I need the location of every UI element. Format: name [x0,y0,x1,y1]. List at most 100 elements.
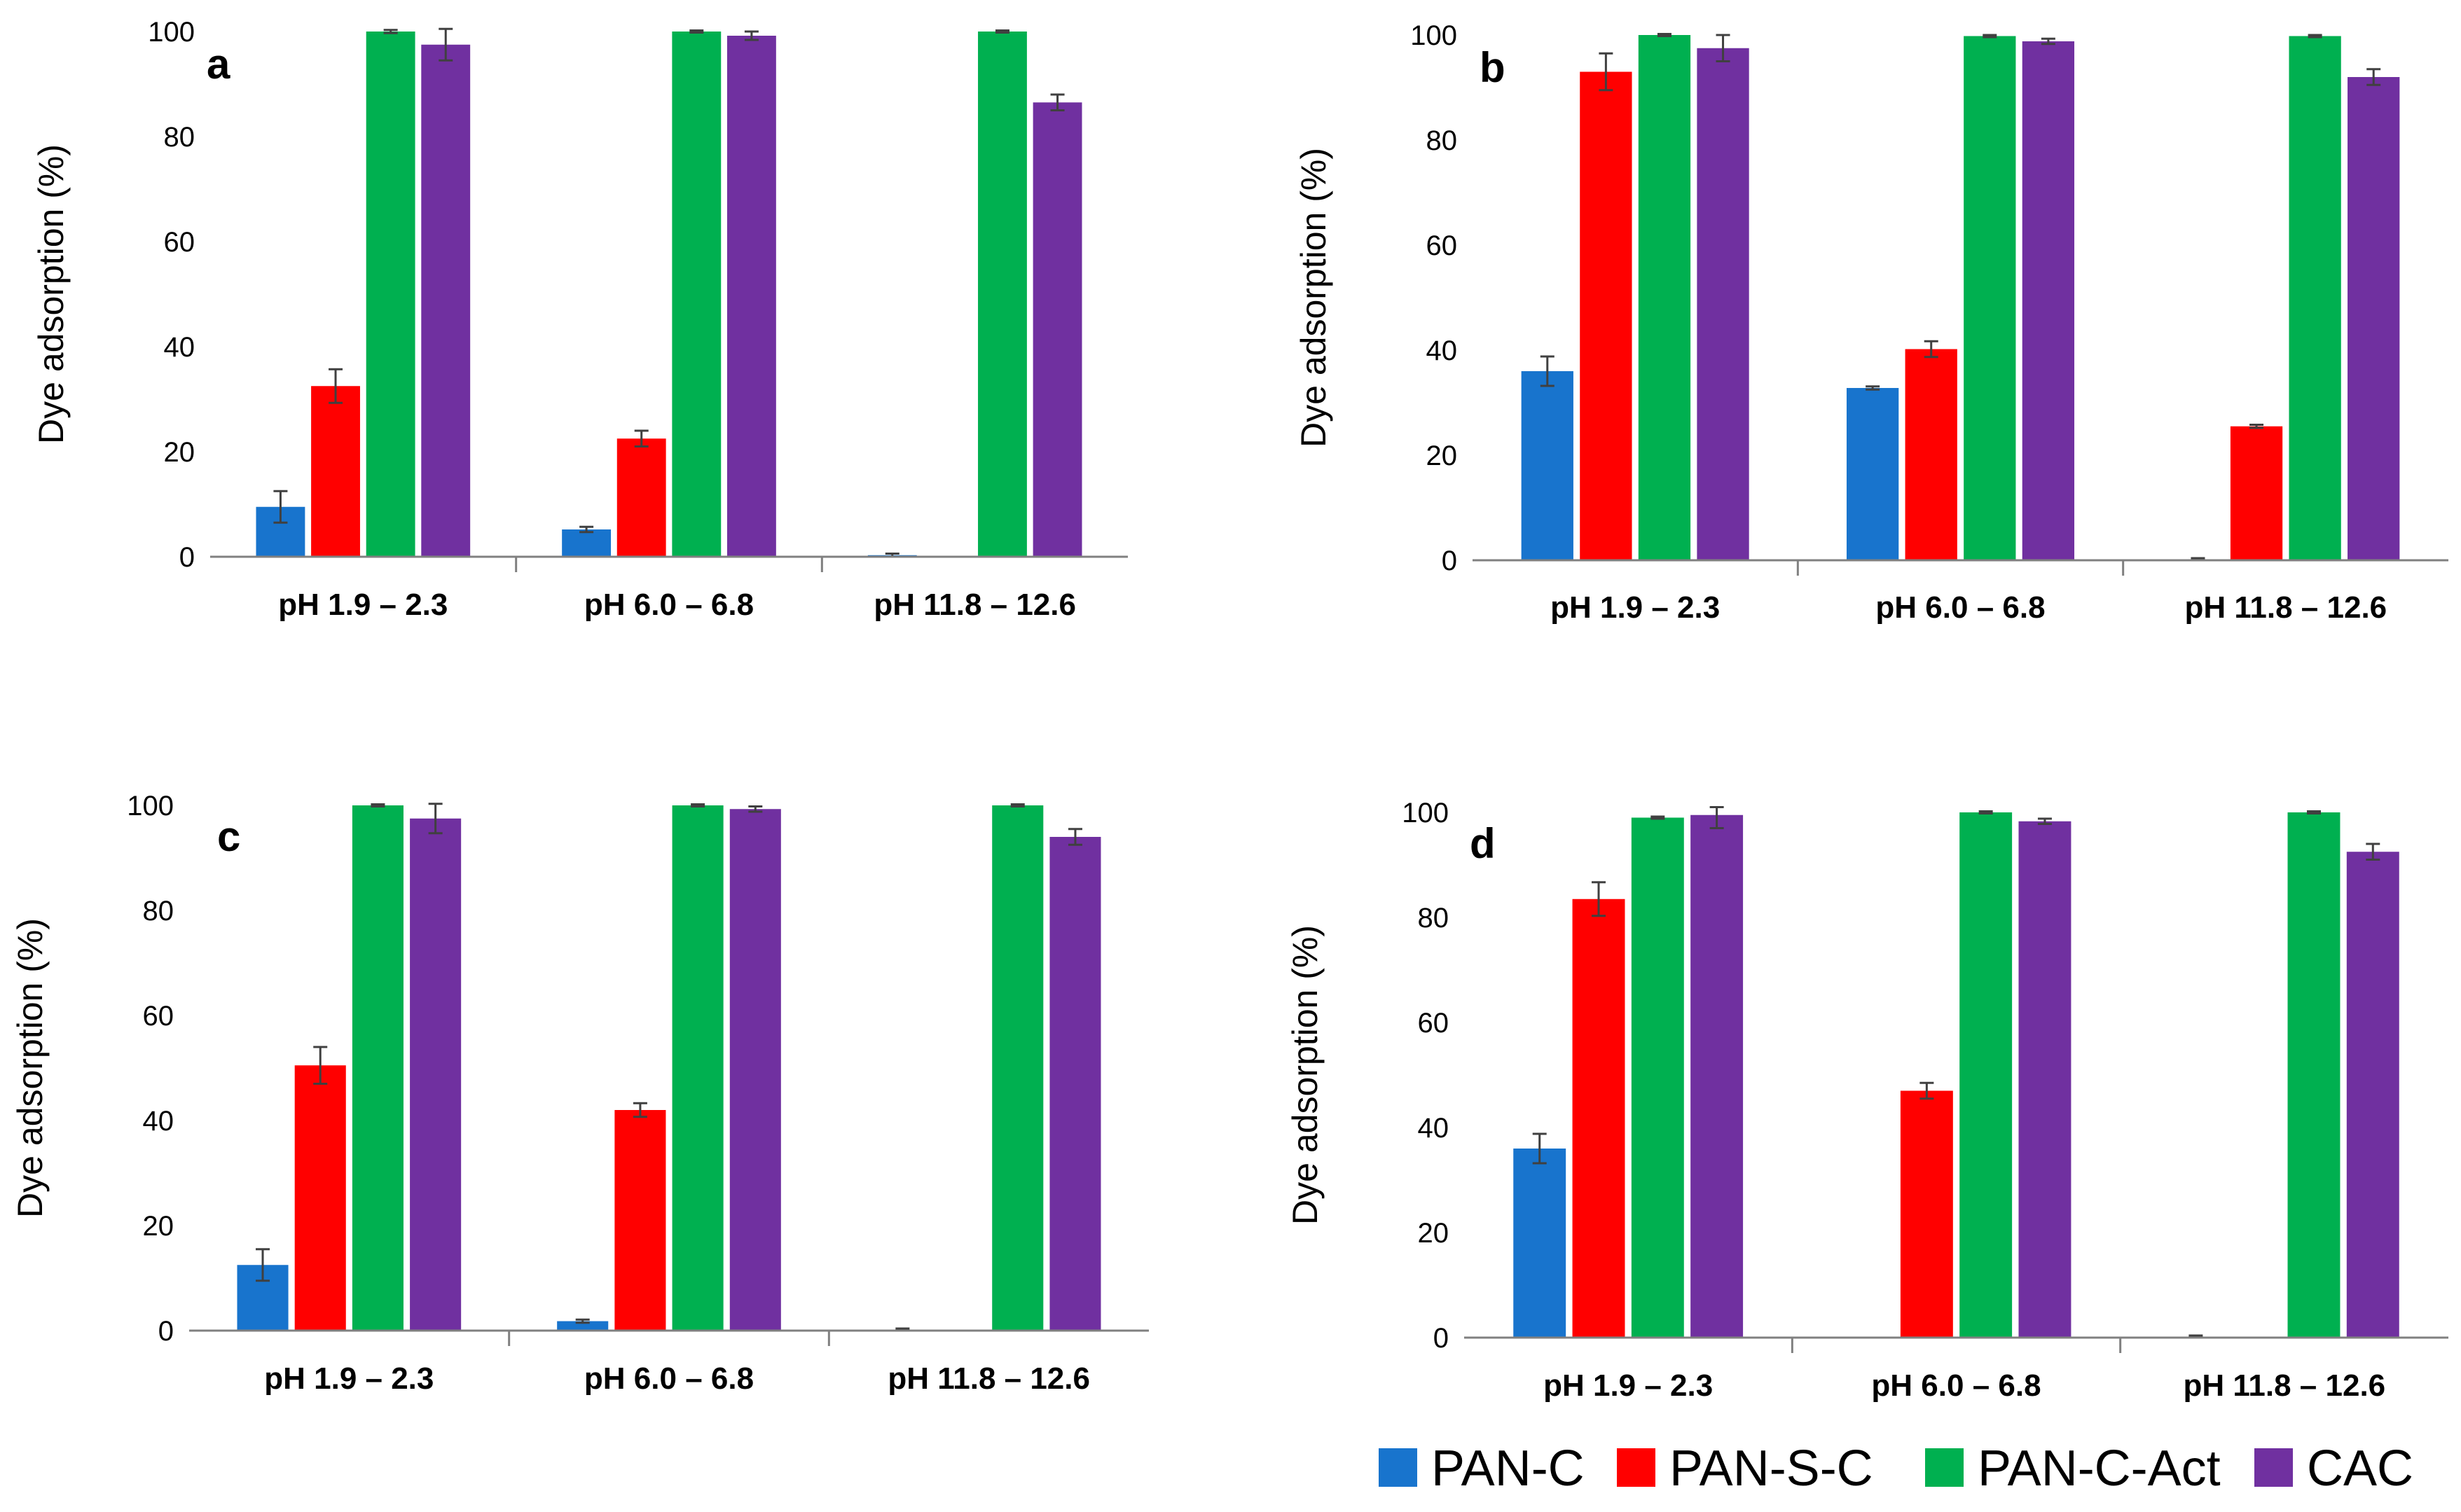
legend-label: PAN-C-Act [1978,1441,2221,1497]
y-tick-label: 100 [148,17,195,48]
category-label: pH 11.8 – 12.6 [2184,1368,2386,1403]
legend-swatch [1925,1448,1964,1487]
error-bar [329,368,343,404]
error-bar [748,805,763,813]
panel-letter: d [1470,820,1496,867]
error-bar [995,29,1009,34]
y-tick-label: 0 [158,1316,174,1347]
error-bar [383,29,398,34]
error-bar [2037,817,2052,825]
bar-pan-c [562,529,612,557]
error-bar [1650,815,1665,820]
error-bar [2308,34,2322,39]
y-tick-label: 40 [164,332,195,363]
error-bar [256,1248,270,1282]
bar-pan-c-act [2287,812,2341,1338]
error-bar [691,803,705,807]
error-bar [313,1046,328,1085]
error-bar [1919,1081,1934,1100]
error-bar [1010,803,1025,807]
bar-pan-s-c [294,1065,346,1331]
y-axis-label: Dye adsorption (%) [1285,925,1325,1225]
error-bar [634,429,649,448]
bar-cac [421,44,471,557]
bar-pan-c-act [1631,817,1684,1338]
error-bar [1532,1132,1547,1165]
error-bar [744,30,759,41]
legend-item: PAN-C-Act [1925,1441,2221,1497]
y-tick-label: 100 [127,791,174,821]
error-bar [2306,810,2321,814]
error-bar [1592,881,1606,917]
error-bar [1050,93,1065,111]
y-tick-label: 40 [1426,335,1458,366]
y-tick-label: 80 [1426,125,1458,156]
bar-cac [726,36,776,557]
category-label: pH 1.9 – 2.3 [264,1361,434,1396]
error-bar [633,1102,647,1118]
y-axis-label: Dye adsorption (%) [11,918,50,1218]
panel-letter: a [207,41,230,88]
bar-pan-s-c [1580,71,1632,560]
y-tick-label: 100 [1402,798,1449,828]
legend-swatch [1379,1448,1417,1487]
error-bar [689,29,704,34]
bar-pan-s-c [311,386,360,557]
y-tick-label: 80 [1418,903,1449,934]
bar-cac [410,818,462,1331]
bar-cac [2022,41,2075,560]
error-bar [2366,68,2381,86]
error-bar [1866,385,1880,391]
category-label: pH 11.8 – 12.6 [888,1361,1090,1396]
bar-pan-c-act [978,32,1027,557]
bar-pan-s-c [1905,349,1957,560]
error-bar [1709,806,1724,829]
y-tick-label: 40 [1418,1113,1449,1144]
error-bar [1978,810,1993,814]
bar-cac [2018,821,2071,1338]
bar-pan-s-c [2230,426,2283,560]
error-bar [371,803,385,807]
category-label: pH 6.0 – 6.8 [584,1361,754,1396]
y-tick-label: 0 [1442,546,1457,576]
legend-label: CAC [2307,1441,2413,1497]
error-bar [575,1318,590,1324]
bar-pan-c [1513,1149,1566,1338]
y-tick-label: 60 [143,1001,174,1032]
category-label: pH 1.9 – 2.3 [1543,1368,1713,1403]
bar-cac [2348,77,2400,560]
category-label: pH 6.0 – 6.8 [584,588,754,622]
y-axis-label: Dye adsorption (%) [1294,148,1333,448]
bar-pan-c [1521,371,1573,560]
legend-swatch [2254,1448,2293,1487]
y-tick-label: 100 [1410,20,1457,51]
bar-pan-c-act [992,805,1044,1331]
category-label: pH 11.8 – 12.6 [874,588,1076,622]
bar-cac [1049,837,1101,1331]
y-tick-label: 80 [164,122,195,153]
legend-item: CAC [2254,1441,2413,1497]
legend-item: PAN-S-C [1617,1441,1873,1497]
bar-pan-c-act [366,32,415,557]
bar-cac [1033,102,1082,557]
panel-b: 0 20 40 60 80 100 Dye adsorption (%) pH 1.9 – 2… [1294,20,2448,625]
bar-pan-c-act [672,805,724,1331]
bar-pan-c-act [1638,35,1691,560]
category-label: pH 1.9 – 2.3 [278,588,448,622]
category-label: pH 1.9 – 2.3 [1550,590,1720,625]
error-bar [2249,424,2264,429]
y-tick-label: 40 [143,1106,174,1137]
category-label: pH 6.0 – 6.8 [1871,1368,2041,1403]
bar-cac [1690,814,1744,1338]
bar-pan-s-c [616,438,666,557]
bar-pan-c-act [2289,36,2341,560]
error-bar [1924,340,1938,359]
y-tick-label: 20 [1426,441,1458,471]
legend-label: PAN-C [1431,1441,1585,1497]
y-tick-label: 60 [1426,230,1458,261]
panel-letter: c [217,813,240,860]
legend-item: PAN-C [1379,1441,1585,1497]
legend-label: PAN-S-C [1669,1441,1873,1497]
y-tick-label: 0 [1433,1323,1449,1354]
bar-pan-c-act [1964,36,2016,560]
